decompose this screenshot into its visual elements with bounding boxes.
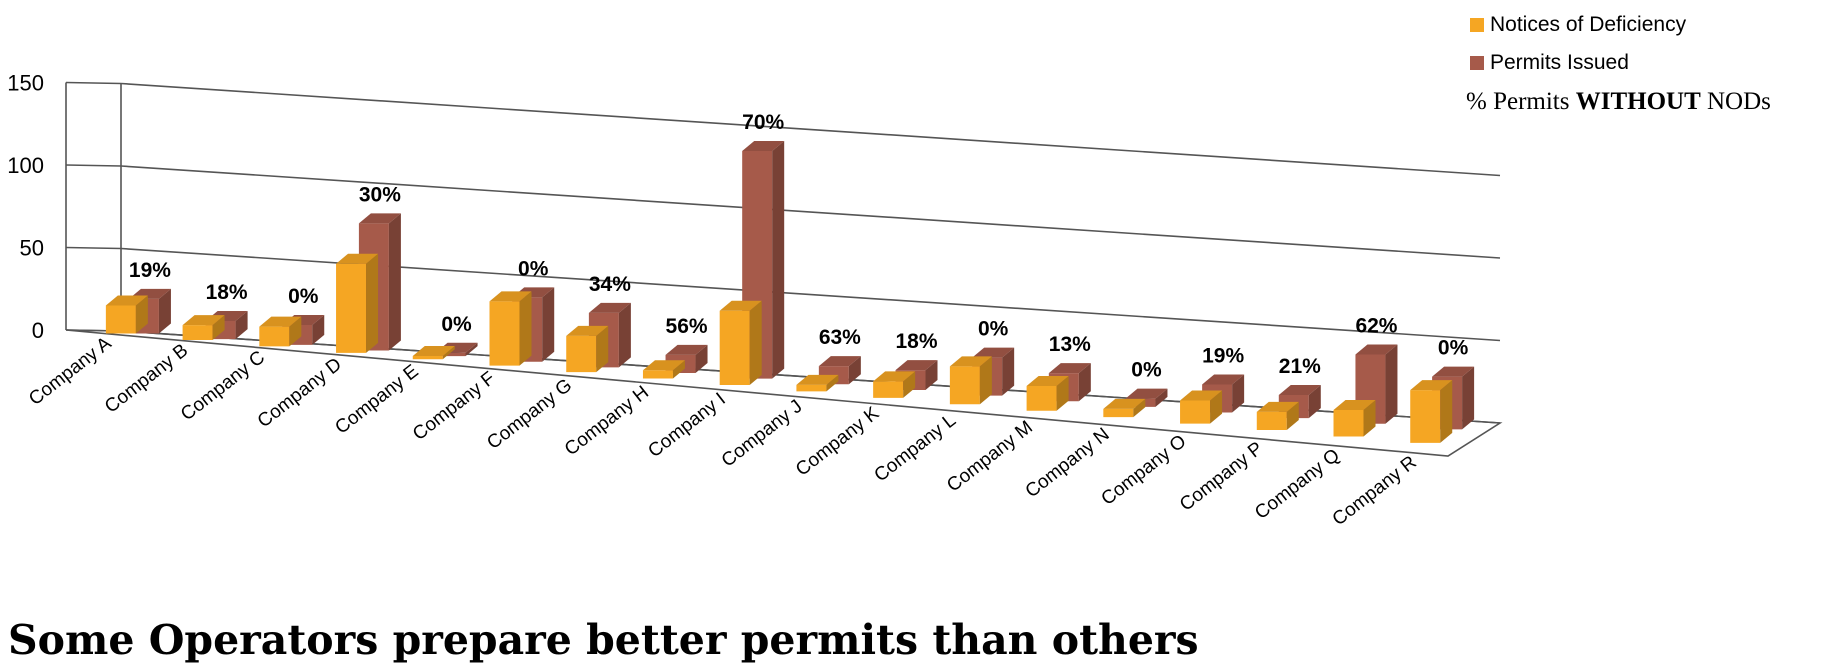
bar-notices-of-deficiency [796, 374, 839, 392]
category-label: Company L [871, 410, 961, 486]
y-tick-label: 100 [7, 153, 44, 178]
legend-label-nod: Notices of Deficiency [1490, 13, 1687, 36]
percent-label: 19% [129, 259, 171, 282]
percent-label: 0% [518, 257, 549, 280]
bar-notices-of-deficiency [949, 356, 992, 405]
category-label: Company H [561, 382, 653, 460]
bar-notices-of-deficiency [566, 325, 609, 373]
y-tick-label: 0 [32, 318, 44, 343]
bar-notices-of-deficiency [412, 345, 455, 360]
bar-notices-of-deficiency [642, 360, 685, 379]
category-label: Company K [792, 403, 883, 481]
floor [65, 329, 1503, 457]
bar-notices-of-deficiency [873, 371, 916, 398]
percent-label: 30% [359, 183, 401, 206]
percent-label: 70% [742, 111, 784, 134]
percent-label: 18% [206, 281, 248, 304]
y-tick-label: 50 [20, 236, 44, 261]
percent-label: 63% [819, 326, 861, 349]
bar-notices-of-deficiency [719, 300, 762, 385]
bar-notices-of-deficiency [1026, 375, 1069, 411]
percent-label: 0% [1131, 359, 1162, 382]
category-label: Company A [25, 333, 116, 410]
percent-label: 13% [1049, 333, 1091, 356]
category-label: Company P [1176, 438, 1267, 516]
percent-label: 19% [1202, 344, 1244, 367]
gridline-side [65, 81, 122, 85]
axes: 0 50 100 150 [7, 71, 1503, 457]
percent-label: 0% [441, 313, 472, 336]
percent-label: 21% [1279, 355, 1321, 378]
percent-label: 18% [895, 330, 937, 353]
headline: Some Operators prepare better permits th… [8, 616, 1199, 664]
legend-item-permits: Permits Issued [1470, 44, 1686, 82]
gridline-side [65, 164, 122, 167]
gridline-back [120, 247, 1501, 342]
legend-label-permits: Permits Issued [1490, 51, 1629, 74]
bar-notices-of-deficiency [489, 291, 532, 366]
bar-notices-of-deficiency [182, 315, 225, 340]
percent-label: 0% [1438, 337, 1469, 360]
category-label: Company E [331, 361, 422, 439]
category-label: Company R [1329, 452, 1421, 530]
bar-notices-of-deficiency [105, 295, 148, 334]
gridline-side [65, 246, 122, 250]
bar-notices-of-deficiency [1180, 390, 1223, 424]
legend-swatch-permits [1470, 56, 1484, 70]
pct-note-prefix: % Permits [1466, 88, 1576, 115]
percent-label: 0% [288, 285, 319, 308]
bar-notices-of-deficiency [1333, 400, 1376, 437]
percent-legend-note: % Permits WITHOUT NODs [1466, 88, 1771, 116]
bars [105, 140, 1475, 443]
legend: Notices of Deficiency Permits Issued [1470, 6, 1686, 82]
bar-notices-of-deficiency [1256, 401, 1299, 431]
category-label: Company F [409, 368, 499, 445]
pct-note-bold: WITHOUT [1575, 88, 1701, 115]
legend-item-nod: Notices of Deficiency [1470, 6, 1686, 44]
bar-notices-of-deficiency [1410, 380, 1453, 443]
category-label: Company B [101, 340, 192, 418]
legend-swatch-nod [1470, 18, 1484, 32]
percent-label: 0% [978, 318, 1009, 341]
category-label: Company I [644, 389, 729, 462]
percent-label: 56% [666, 315, 708, 338]
gridline-back [120, 165, 1501, 259]
gridline-back [120, 82, 1501, 177]
percent-label: 34% [589, 273, 631, 296]
pct-note-suffix: NODs [1700, 88, 1771, 115]
y-tick-label: 150 [7, 71, 44, 96]
bar-notices-of-deficiency [336, 253, 379, 353]
bar-notices-of-deficiency [1103, 398, 1146, 418]
percent-label: 62% [1355, 314, 1397, 337]
bar-notices-of-deficiency [259, 316, 302, 347]
category-label: Company J [718, 396, 807, 472]
